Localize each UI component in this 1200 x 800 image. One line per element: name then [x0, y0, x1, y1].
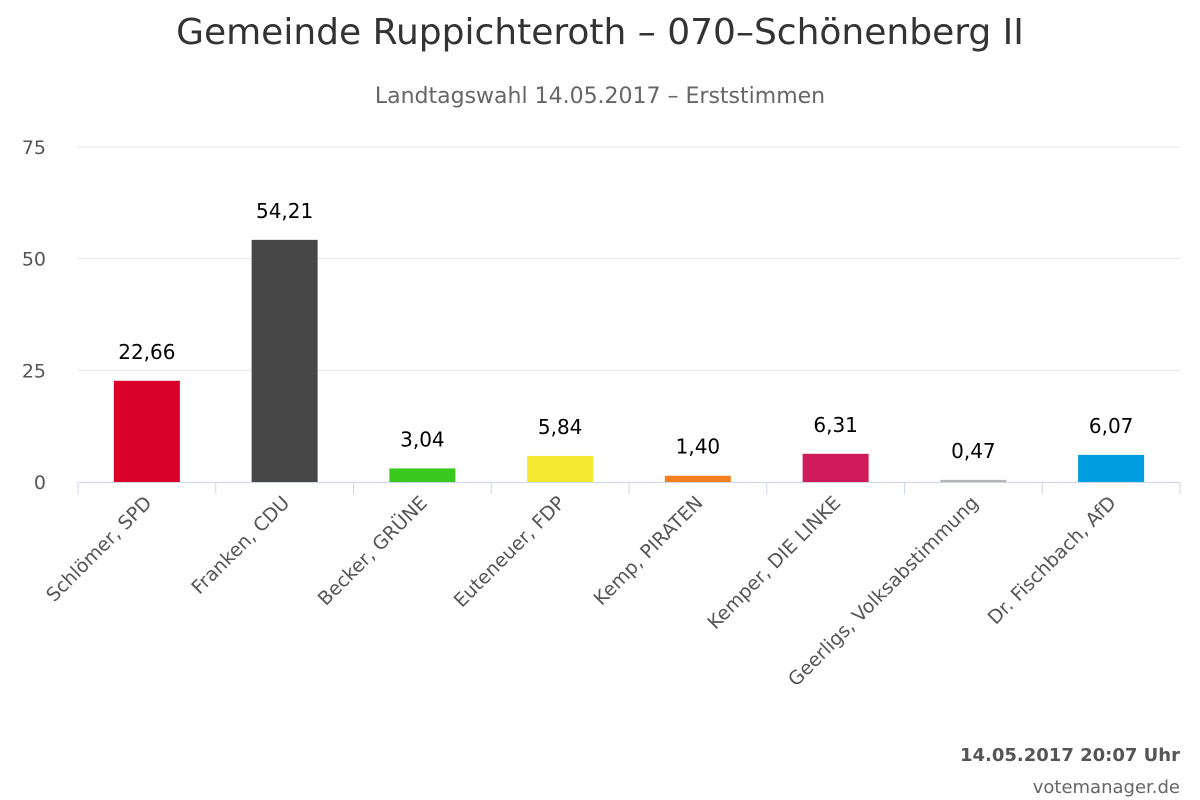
bar[interactable] — [664, 475, 731, 482]
y-tick-label: 25 — [22, 360, 46, 382]
x-category-label: Schlömer, SPD — [42, 492, 156, 606]
y-tick-label: 50 — [22, 249, 46, 271]
x-category-label: Euteneuer, FDP — [450, 492, 570, 612]
data-label: 5,84 — [538, 415, 583, 439]
data-label: 22,66 — [118, 340, 175, 364]
credits-link[interactable]: votemanager.de — [1032, 777, 1180, 798]
data-label: 0,47 — [951, 439, 996, 463]
x-category-label: Becker, GRÜNE — [313, 491, 432, 610]
bar[interactable] — [802, 453, 869, 482]
timestamp: 14.05.2017 20:07 Uhr — [959, 745, 1180, 766]
data-label: 6,31 — [813, 413, 858, 437]
chart-subtitle: Landtagswahl 14.05.2017 – Erststimmen — [374, 84, 826, 109]
x-category-label: Dr. Fischbach, AfD — [984, 492, 1121, 629]
bar[interactable] — [251, 239, 318, 482]
bar[interactable] — [113, 380, 180, 482]
y-tick-label: 75 — [22, 137, 46, 159]
data-label: 6,07 — [1089, 414, 1134, 438]
bar[interactable] — [527, 455, 594, 482]
x-category-label: Franken, CDU — [187, 492, 294, 599]
data-label: 3,04 — [400, 427, 445, 451]
x-category-label: Kemper, DIE LINKE — [703, 492, 845, 634]
bar[interactable] — [1078, 454, 1145, 482]
data-label: 54,21 — [256, 199, 313, 223]
chart-title: Gemeinde Ruppichteroth – 070–Schönenberg… — [176, 12, 1024, 53]
data-label: 1,40 — [676, 435, 721, 459]
bar[interactable] — [940, 479, 1007, 482]
x-category-label: Kemp, PIRATEN — [590, 492, 708, 610]
y-tick-label: 0 — [34, 472, 46, 494]
bar[interactable] — [389, 468, 456, 482]
